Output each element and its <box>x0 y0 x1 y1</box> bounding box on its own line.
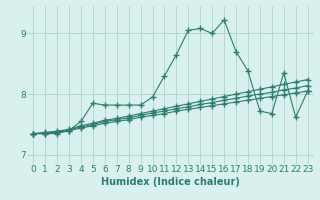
X-axis label: Humidex (Indice chaleur): Humidex (Indice chaleur) <box>101 177 240 187</box>
